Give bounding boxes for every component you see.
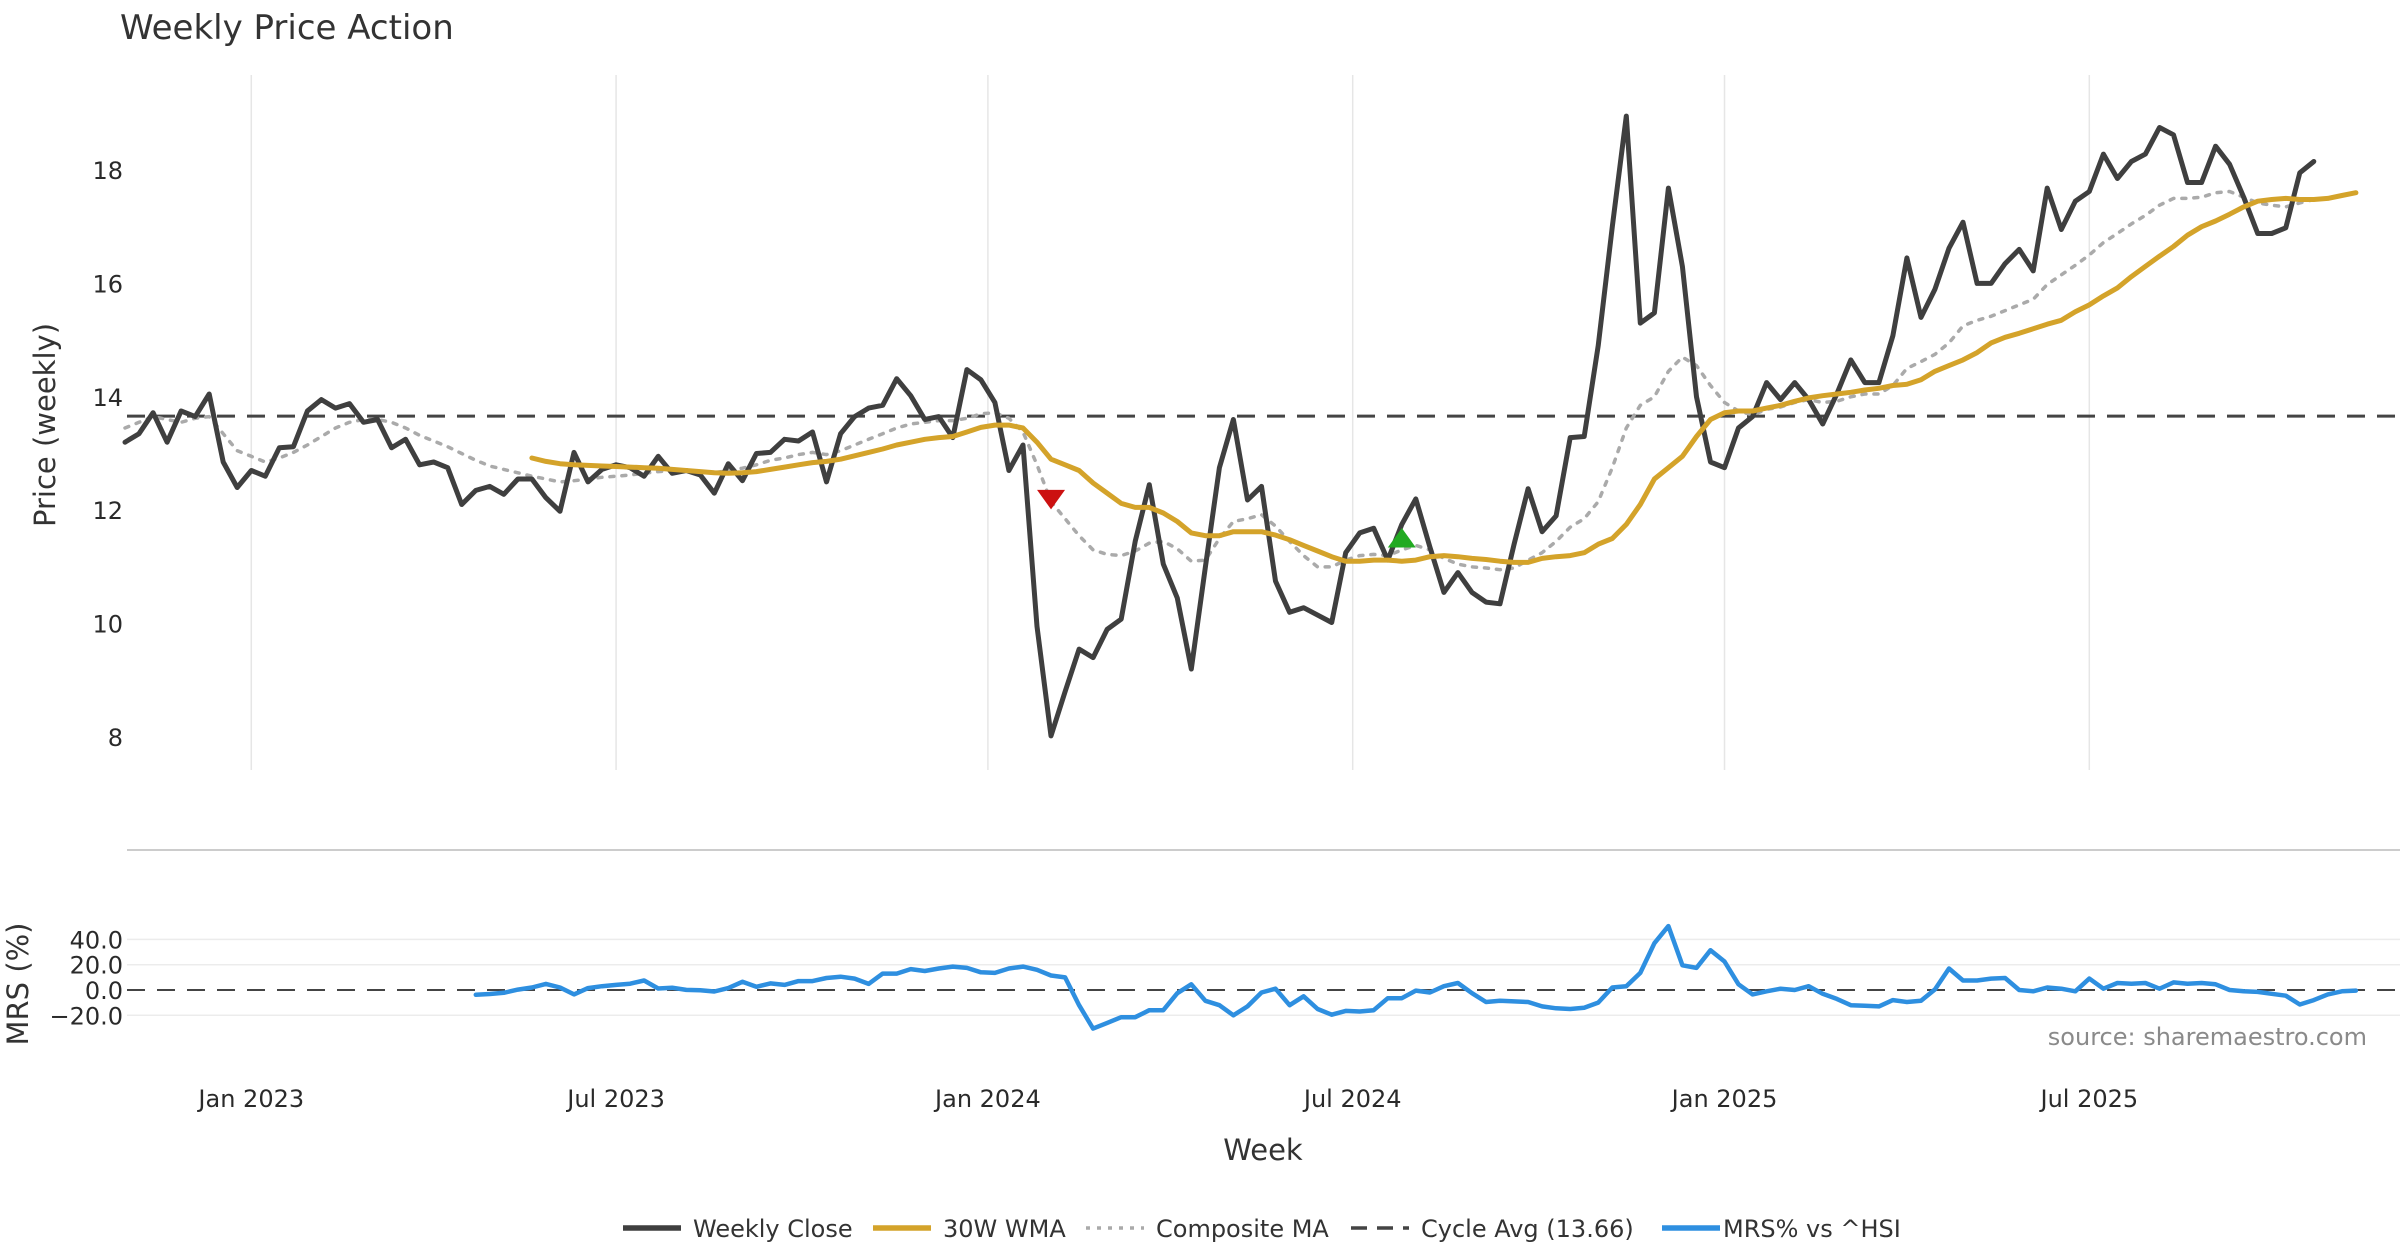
legend-label: Weekly Close — [693, 1215, 853, 1243]
mrs-y-tick-label: 0.0 — [85, 977, 123, 1005]
composite-ma-line — [123, 189, 2316, 572]
legend: Weekly Close 30W WMA Composite MA Cycle Avg… — [623, 1215, 1901, 1243]
mrs-line — [473, 923, 2359, 1031]
price-y-tick-label: 10 — [92, 611, 123, 639]
price-y-axis-label: Price (weekly) — [28, 323, 62, 527]
price-y-ticks: 8 10 12 14 16 18 — [92, 157, 123, 752]
mrs-y-tick-label: −20.0 — [49, 1002, 123, 1030]
price-y-tick-label: 16 — [92, 270, 123, 298]
x-tick-label: Jul 2025 — [2038, 1085, 2138, 1113]
mrs-y-axis-label: MRS (%) — [1, 923, 35, 1046]
mrs-panel: −20.00.020.040.0 MRS (%) source: sharema… — [1, 849, 2400, 1051]
mrs-y-ticks: −20.00.020.040.0 — [49, 926, 123, 1030]
price-series — [122, 113, 2400, 739]
legend-label: MRS% vs ^HSI — [1723, 1215, 1901, 1243]
price-gridlines — [250, 75, 2091, 770]
source-annotation: source: sharemaestro.com — [2048, 1023, 2367, 1051]
legend-label: Composite MA — [1156, 1215, 1329, 1243]
price-panel: 8 10 12 14 16 18 Price (weekly) — [28, 75, 2400, 770]
legend-label: 30W WMA — [943, 1215, 1066, 1243]
price-y-tick-label: 18 — [92, 157, 123, 185]
legend-label: Cycle Avg (13.66) — [1421, 1215, 1634, 1243]
chart-title: Weekly Price Action — [120, 8, 454, 48]
sell-signal-marker — [1037, 489, 1066, 510]
price-y-tick-label: 12 — [92, 497, 123, 525]
30w-wma-line — [529, 190, 2359, 565]
price-y-tick-label: 14 — [92, 384, 123, 412]
x-tick-label: Jan 2024 — [933, 1085, 1041, 1113]
x-axis-ticks: Jan 2023 Jul 2023 Jan 2024 Jul 2024 Jan 2025… — [196, 1085, 2138, 1113]
x-tick-label: Jan 2025 — [1670, 1085, 1778, 1113]
x-axis-label: Week — [1223, 1133, 1303, 1167]
signal-markers — [1037, 489, 1416, 548]
x-tick-label: Jul 2023 — [565, 1085, 665, 1113]
weekly-close-line — [122, 113, 2317, 739]
price-y-tick-label: 8 — [108, 724, 123, 752]
mrs-series — [473, 923, 2359, 1031]
mrs-y-tick-label: 40.0 — [70, 926, 123, 954]
x-tick-label: Jan 2023 — [196, 1085, 304, 1113]
x-tick-label: Jul 2024 — [1302, 1085, 1402, 1113]
buy-signal-marker — [1387, 528, 1416, 548]
mrs-y-tick-label: 20.0 — [70, 952, 123, 980]
